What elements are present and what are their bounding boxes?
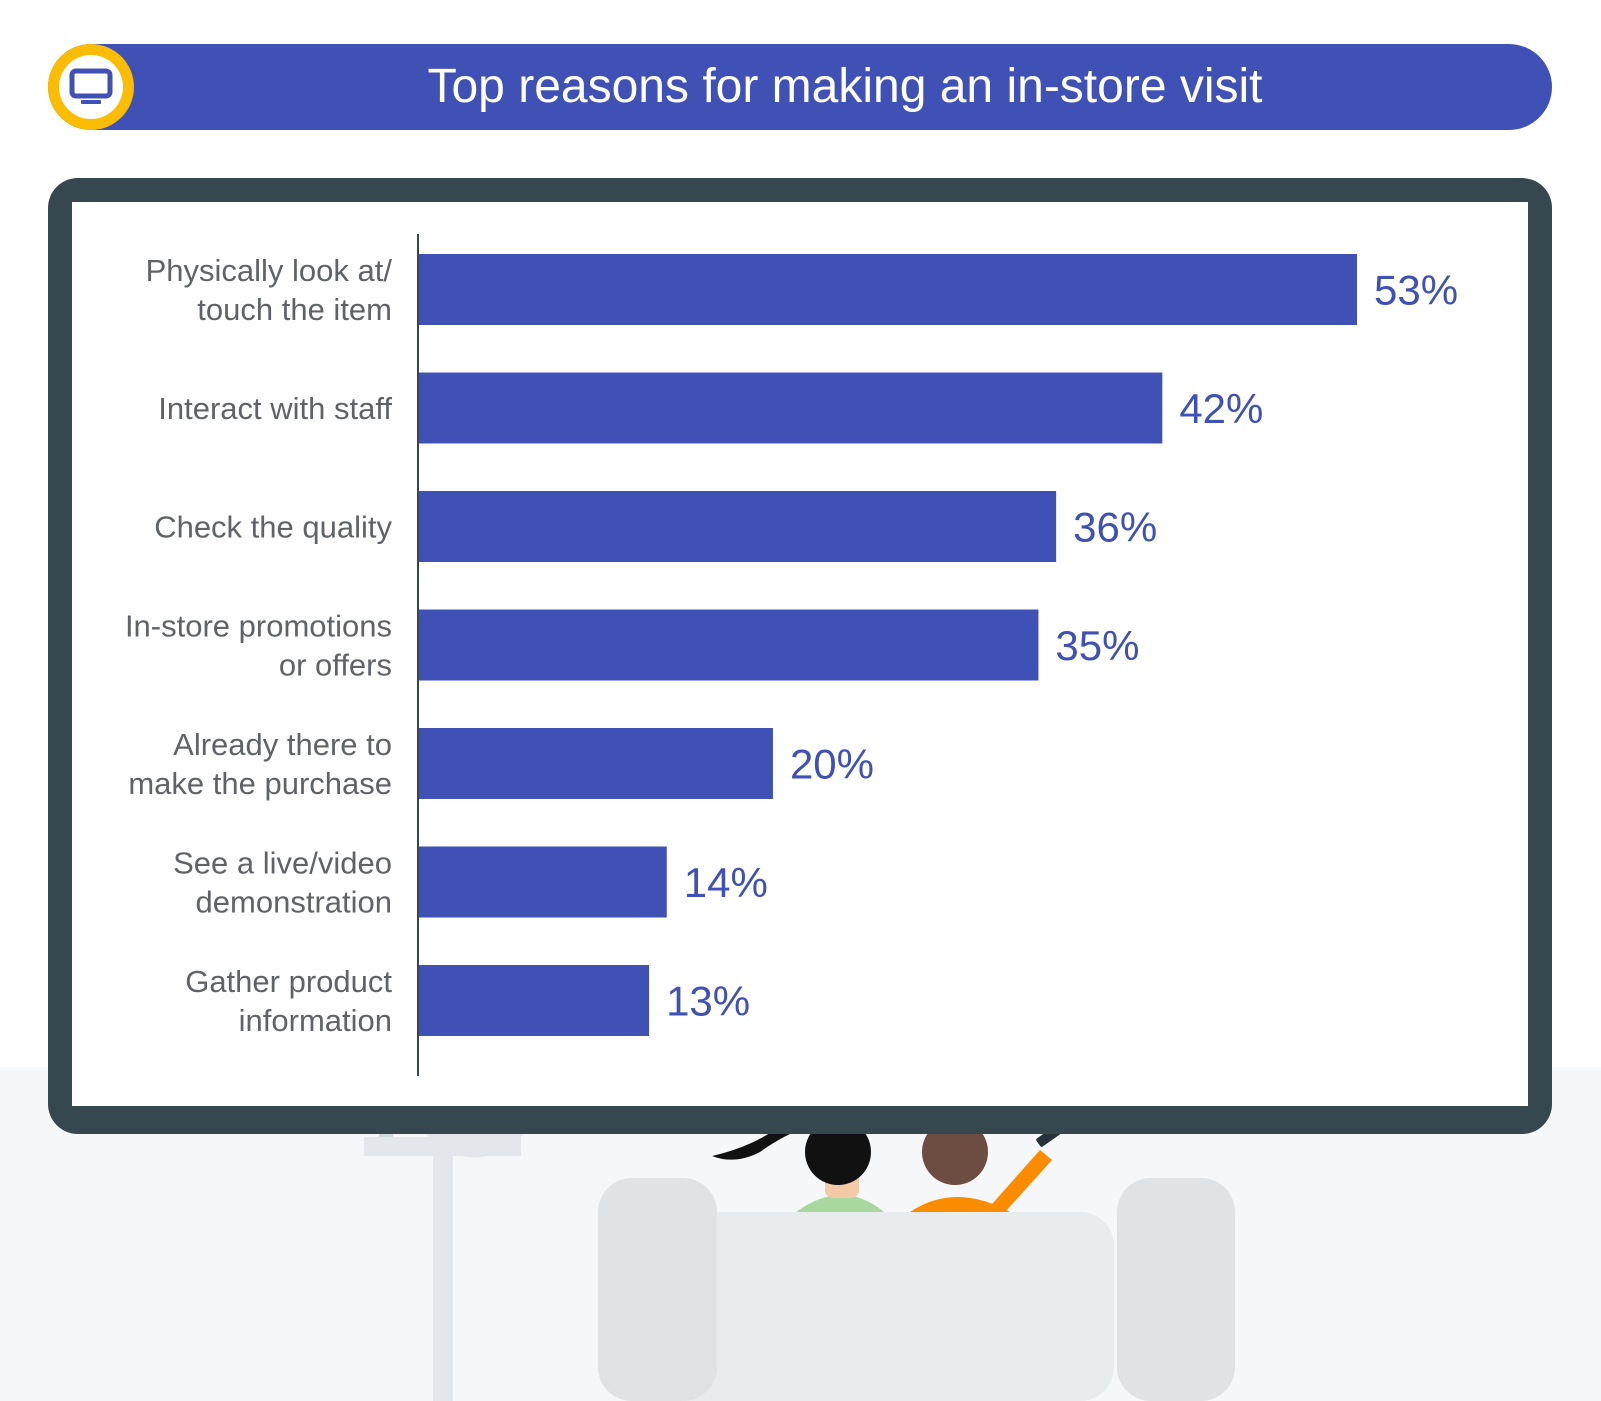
category-label: Interact with staff (158, 391, 392, 426)
tv-screen: 53% Physically look at/touch the item 42% I… (72, 202, 1528, 1106)
sofa (598, 1178, 1235, 1401)
value-label: 14% (684, 859, 768, 906)
value-label: 53% (1374, 267, 1458, 314)
bar (419, 728, 773, 799)
category-label: make the purchase (128, 766, 392, 801)
value-label: 36% (1073, 504, 1157, 551)
category-label: Check the quality (154, 510, 392, 545)
category-label: information (239, 1003, 392, 1038)
category-label: demonstration (196, 885, 392, 920)
category-label: touch the item (197, 292, 392, 327)
value-label: 20% (790, 741, 874, 788)
bar (419, 846, 667, 918)
bar (419, 609, 1039, 681)
category-label: Already there to (173, 727, 392, 762)
bar (419, 965, 650, 1036)
category-label: Gather product (185, 964, 392, 999)
category-label: In-store promotions (125, 609, 392, 644)
page-title: Top reasons for making an in-store visit (427, 60, 1263, 113)
bar-chart: 53% Physically look at/touch the item 42% I… (125, 234, 1458, 1076)
tv-frame: 53% Physically look at/touch the item 42% I… (48, 178, 1552, 1134)
bar (419, 491, 1057, 562)
category-label: Physically look at/ (146, 253, 393, 288)
category-label: See a live/video (173, 846, 392, 881)
tv-icon (69, 68, 113, 104)
side-table (364, 1137, 521, 1401)
title-bar: Top reasons for making an in-store visit (48, 44, 1552, 130)
man-figure (910, 1119, 1052, 1212)
value-label: 42% (1179, 385, 1263, 432)
value-label: 35% (1055, 622, 1139, 669)
bar (419, 254, 1357, 325)
bar (419, 372, 1163, 444)
value-label: 13% (666, 978, 750, 1025)
category-label: or offers (279, 648, 392, 683)
title-badge (48, 44, 134, 130)
